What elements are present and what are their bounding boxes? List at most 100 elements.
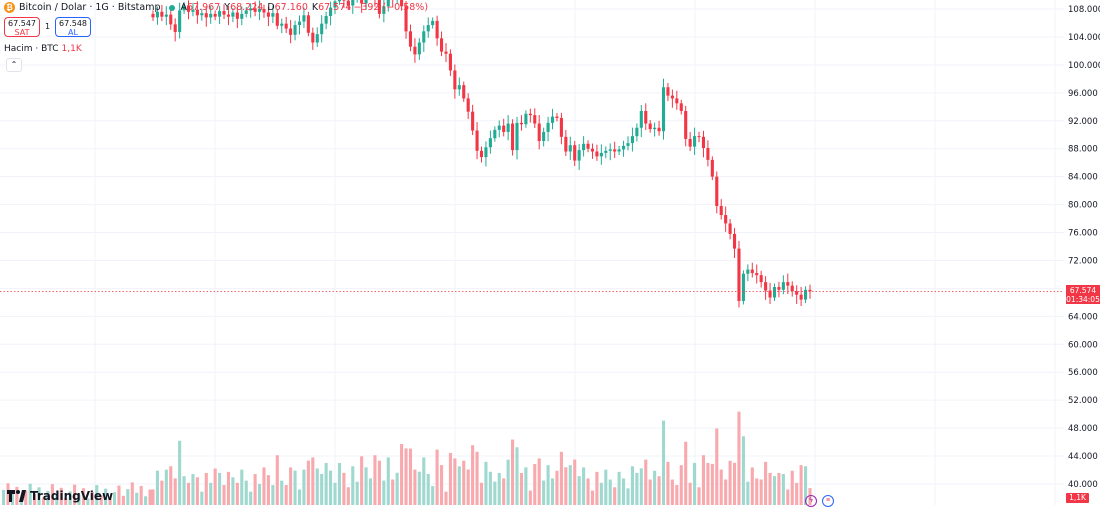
- volume-bar: [28, 483, 32, 505]
- volume-bar: [413, 469, 417, 505]
- volume-bar: [519, 472, 524, 505]
- volume-bar: [186, 482, 191, 505]
- price-axis[interactable]: 108.000 104.000 100.000 96.000 92.000 88.000 8…: [1068, 5, 1100, 490]
- volume-bar: [342, 472, 346, 505]
- volume-bar: [546, 465, 550, 505]
- volume-bar: [351, 466, 355, 505]
- volume-bar: [121, 495, 125, 505]
- volume-bar: [2, 490, 6, 505]
- volume-bar: [595, 471, 599, 505]
- volume-bar: [346, 487, 350, 505]
- candle: [719, 205, 723, 216]
- volume-bar: [275, 455, 279, 505]
- volume-bar: [289, 467, 293, 505]
- volume-bar: [701, 455, 706, 505]
- volume-bar: [182, 476, 186, 505]
- collapse-legend-button[interactable]: ⌃: [6, 58, 22, 72]
- candle: [315, 34, 319, 43]
- volume-legend[interactable]: Hacim · BTC 1,1K: [4, 44, 82, 54]
- candle: [351, 0, 355, 6]
- candle: [169, 14, 173, 25]
- candle: [635, 127, 639, 137]
- close-value: 67.574: [318, 2, 352, 13]
- sell-button[interactable]: 67.547 SAT: [4, 17, 40, 37]
- volume-bar: [466, 469, 470, 505]
- volume-bar: [249, 491, 253, 505]
- volume-bar: [706, 462, 710, 505]
- volume-bar: [497, 472, 501, 505]
- volume-bar: [719, 469, 723, 505]
- volume-bar: [280, 480, 284, 505]
- volume-bar: [493, 481, 497, 505]
- price-tick-label: 84.000: [1068, 173, 1098, 183]
- candle: [586, 143, 590, 149]
- candle: [284, 23, 288, 29]
- candle: [271, 13, 275, 17]
- candle: [431, 20, 435, 26]
- candle: [750, 269, 754, 274]
- volume-bar: [693, 462, 697, 505]
- volume-bar: [688, 482, 692, 505]
- volume-bar: [728, 460, 732, 505]
- candle: [484, 147, 488, 158]
- volume-bar: [204, 472, 208, 505]
- volume-bar: [209, 482, 213, 505]
- candle: [324, 15, 328, 24]
- volume-bar: [457, 466, 461, 505]
- volume-bar: [741, 436, 745, 505]
- candle: [249, 8, 253, 11]
- candle: [235, 12, 239, 19]
- candle: [493, 129, 497, 139]
- volume-bar: [337, 462, 341, 505]
- event-flag-icon[interactable]: ≡: [822, 495, 834, 507]
- volume-bar: [253, 474, 257, 505]
- buy-button[interactable]: 67.548 AL: [55, 17, 91, 37]
- candle: [533, 115, 537, 124]
- volume-bar: [661, 420, 666, 505]
- volume-bar: [506, 459, 510, 505]
- event-lightning-icon[interactable]: ϟ: [805, 495, 817, 507]
- candle: [262, 9, 266, 13]
- volume-bar: [81, 488, 86, 505]
- candle: [178, 10, 182, 33]
- volume-bar: [479, 482, 484, 505]
- volume-bar: [564, 467, 568, 505]
- candle: [209, 13, 213, 18]
- brand-name: TradingView: [30, 489, 114, 503]
- candle: [630, 136, 634, 144]
- candle: [160, 11, 164, 17]
- volume-bar: [524, 467, 528, 505]
- volume-bar: [320, 473, 324, 505]
- candle: [191, 9, 195, 12]
- volume-bar: [777, 472, 781, 505]
- volume-bar: [622, 478, 626, 505]
- candle: [675, 98, 679, 104]
- volume-bar: [613, 487, 617, 505]
- volume-bar: [37, 487, 41, 505]
- candle: [435, 20, 439, 39]
- candle: [772, 287, 777, 298]
- candle: [559, 117, 563, 137]
- candle: [755, 273, 759, 276]
- volume-bar: [750, 467, 754, 505]
- symbol-title[interactable]: Bitcoin / Dolar · 1G · Bitstamp: [19, 2, 161, 13]
- volume-bar: [117, 485, 121, 505]
- candle: [462, 85, 466, 99]
- low-key: D: [267, 2, 275, 13]
- volume-bar: [626, 488, 630, 505]
- candle: [693, 136, 697, 147]
- low-value: 67.160: [274, 2, 308, 13]
- volume-bar: [10, 493, 14, 505]
- volume-bar: [240, 469, 244, 505]
- volume-bar: [746, 481, 750, 505]
- candle: [604, 150, 608, 153]
- candle: [457, 85, 461, 90]
- volume-bar: [666, 461, 670, 505]
- volume-bar: [542, 480, 546, 505]
- tradingview-logo[interactable]: TradingView: [7, 489, 113, 503]
- volume-bar: [422, 457, 426, 505]
- candle: [204, 13, 208, 18]
- volume-bar: [431, 486, 435, 505]
- candle: [799, 294, 803, 300]
